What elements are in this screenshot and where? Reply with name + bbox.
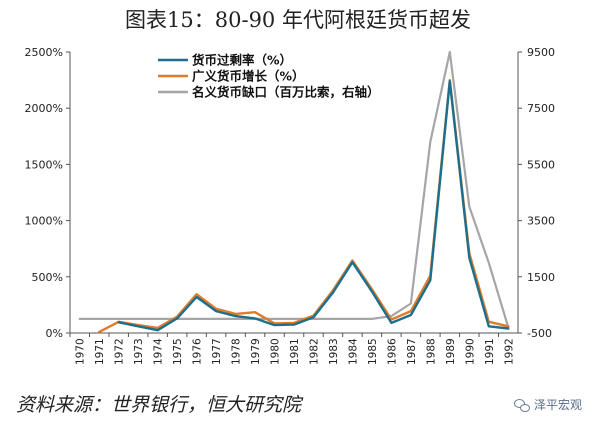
x-tick-label: 1987 — [406, 338, 418, 365]
x-tick-label: 1991 — [484, 338, 496, 365]
left-tick-label: 2500% — [25, 46, 63, 59]
series-line-3 — [78, 50, 510, 329]
x-tick-label: 1981 — [289, 338, 301, 365]
x-tick-label: 1974 — [153, 338, 165, 365]
x-axis: 1970 1971 1972 1973 1974 1975 1976 1977 1978 1979… — [69, 333, 515, 365]
right-tick-label: 9500 — [527, 46, 555, 59]
x-tick-label: 1983 — [328, 338, 340, 365]
x-tick-label: 1984 — [347, 338, 359, 365]
left-tick-label: 0% — [46, 327, 63, 340]
x-tick-label: 1970 — [75, 338, 87, 365]
x-tick-label: 1980 — [270, 338, 282, 365]
series-line-1 — [117, 80, 510, 332]
x-tick-label: 1988 — [425, 338, 437, 365]
legend-label: 名义货币缺口（百万比索，右轴） — [192, 85, 380, 100]
x-tick-label: 1986 — [386, 338, 398, 365]
right-tick-label: 5500 — [527, 158, 555, 171]
x-tick-label: 1990 — [464, 338, 476, 365]
x-tick-label: 1979 — [250, 338, 262, 365]
left-axis: 0% 500% 1000% 1500% 2000% 2500% — [25, 46, 70, 340]
x-tick-label: 1971 — [94, 338, 106, 365]
chart-title: 图表15：80-90 年代阿根廷货币超发 — [125, 8, 471, 32]
x-tick-label: 1985 — [367, 338, 379, 365]
x-tick-label: 1973 — [133, 338, 145, 365]
wechat-icon — [513, 398, 530, 412]
x-tick-label: 1992 — [503, 338, 515, 365]
right-tick-label: 3500 — [527, 215, 555, 228]
left-tick-label: 2000% — [25, 102, 63, 115]
right-tick-label: 1500 — [527, 271, 555, 284]
x-tick-label: 1989 — [445, 338, 457, 365]
legend-label: 货币过剩率（%） — [192, 53, 292, 68]
right-axis: -500 1500 3500 5500 7500 9500 — [518, 46, 555, 340]
series-lines — [78, 50, 510, 334]
x-tick-label: 1977 — [211, 338, 223, 365]
x-tick-label: 1978 — [231, 338, 243, 365]
left-tick-label: 500% — [32, 271, 63, 284]
x-tick-label: 1975 — [172, 338, 184, 365]
x-tick-label: 1982 — [308, 338, 320, 365]
left-tick-label: 1500% — [25, 158, 63, 171]
plot-frame — [69, 52, 519, 334]
right-tick-label: -500 — [527, 327, 552, 340]
legend-label: 广义货币增长（%） — [192, 69, 305, 84]
source-note: 资料来源：世界银行，恒大研究院 — [16, 394, 302, 416]
right-tick-label: 7500 — [527, 102, 555, 115]
x-tick-label: 1972 — [114, 338, 126, 365]
watermark-label: 泽平宏观 — [533, 398, 582, 412]
legend: 货币过剩率（%）广义货币增长（%）名义货币缺口（百万比索，右轴） — [158, 53, 380, 100]
watermark: 泽平宏观 — [513, 396, 582, 413]
left-tick-label: 1000% — [25, 215, 63, 228]
x-tick-label: 1976 — [192, 338, 204, 365]
